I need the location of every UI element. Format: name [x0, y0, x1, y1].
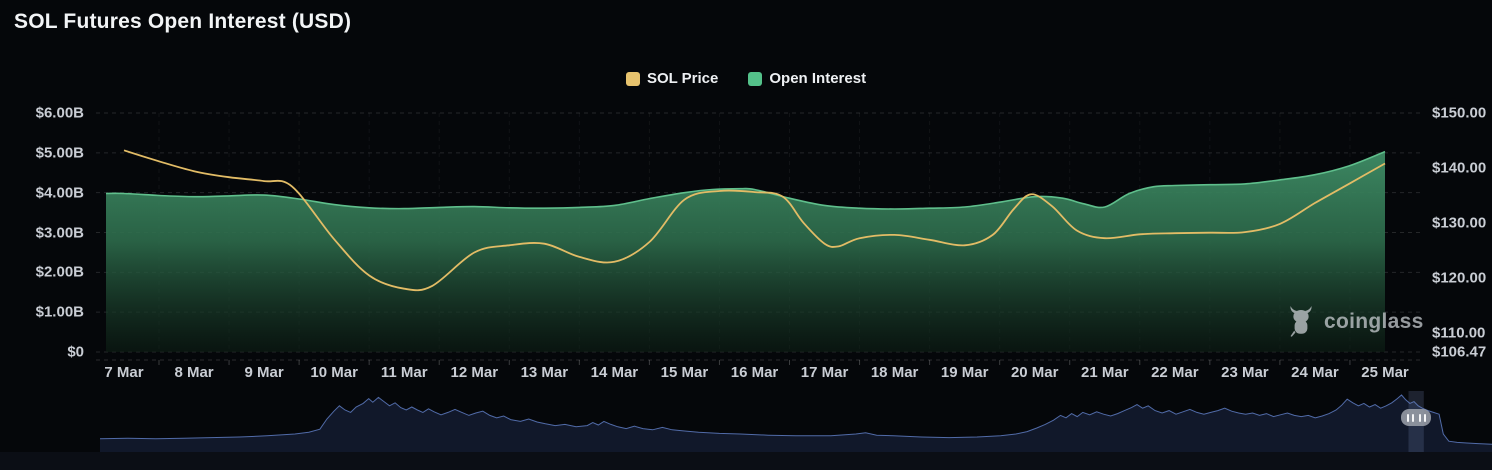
chart-legend: SOL Price Open Interest [0, 70, 1492, 87]
navigator-area[interactable] [100, 395, 1492, 452]
legend-label-open-interest: Open Interest [769, 70, 867, 87]
legend-item-sol-price[interactable]: SOL Price [625, 70, 719, 87]
legend-item-open-interest[interactable]: Open Interest [748, 70, 866, 87]
x-axis-label: 20 Mar [1010, 364, 1059, 381]
y-axis-label-right: $140.00 [1432, 159, 1487, 177]
x-axis-label: 24 Mar [1291, 364, 1339, 381]
x-axis-label: 7 Mar [104, 364, 144, 381]
navigator-line [99, 394, 1492, 445]
open-interest-swatch-icon [748, 71, 763, 86]
y-axis-label-left: $5.00B [35, 144, 84, 162]
footer-strip [0, 452, 1492, 470]
grip-icon [1423, 413, 1426, 422]
chart-title: SOL Futures Open Interest (USD) [14, 10, 352, 33]
x-axis-label: 25 Mar [1361, 364, 1409, 381]
coinglass-bull-icon [1290, 306, 1312, 337]
x-axis-label: 16 Mar [730, 364, 779, 381]
sol-price-swatch-icon [625, 71, 640, 86]
x-axis-label: 14 Mar [590, 364, 639, 381]
x-axis-label: 22 Mar [1151, 364, 1199, 381]
x-axis-label: 18 Mar [870, 364, 919, 381]
watermark-text: coinglass [1324, 310, 1424, 333]
y-axis-label-left: $4.00B [35, 184, 84, 202]
x-axis-label: 12 Mar [450, 364, 499, 381]
y-axis-label-left: $2.00B [35, 263, 84, 281]
legend-label-sol-price: SOL Price [646, 70, 719, 87]
x-axis-label: 23 Mar [1221, 364, 1269, 381]
open-interest-edge-line [105, 150, 1386, 210]
sol-price-line[interactable] [123, 149, 1386, 292]
x-axis-label: 10 Mar [310, 364, 358, 381]
y-axis-label-right: $150.00 [1432, 104, 1487, 122]
y-axis-label-left: $0 [67, 343, 84, 361]
y-axis-label-right: $120.00 [1432, 269, 1487, 287]
x-axis-label: 8 Mar [174, 364, 214, 381]
grip-icon [1418, 413, 1421, 422]
x-axis-label: 9 Mar [244, 364, 284, 381]
coinglass-watermark: coinglass [1286, 306, 1424, 338]
x-axis-label: 13 Mar [520, 364, 569, 381]
navigator-range-handle[interactable] [1401, 409, 1432, 426]
x-axis-label: 19 Mar [940, 364, 989, 381]
grip-icon [1406, 413, 1409, 422]
y-axis-label-right: $110.00 [1432, 324, 1486, 342]
x-axis-label: 21 Mar [1081, 364, 1129, 381]
open-interest-area[interactable] [106, 151, 1385, 352]
x-axis-label: 11 Mar [380, 364, 428, 381]
y-axis-label-left: $1.00B [35, 303, 84, 321]
x-axis-label: 17 Mar [800, 364, 849, 381]
grip-icon [1411, 413, 1414, 422]
y-axis-label-left: $3.00B [35, 224, 84, 241]
x-axis-label: 15 Mar [660, 364, 709, 381]
y-axis-label-left: $6.00B [35, 104, 84, 122]
y-axis-label-right: $106.47 [1432, 343, 1487, 361]
y-axis-label-right: $130.00 [1432, 214, 1487, 232]
